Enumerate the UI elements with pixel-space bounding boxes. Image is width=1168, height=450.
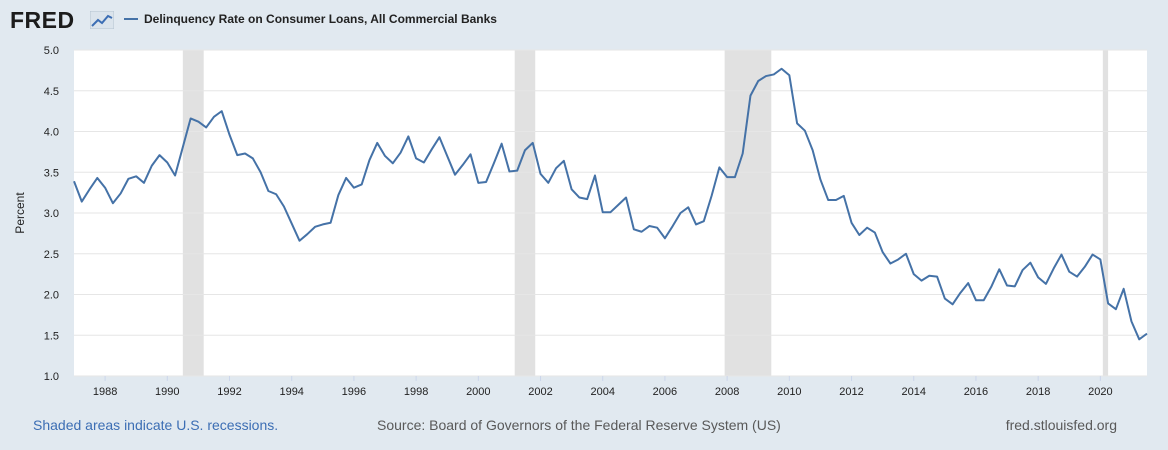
y-tick-label: 1.5: [44, 330, 59, 342]
x-tick-label: 2004: [590, 386, 614, 398]
x-tick-label: 2014: [901, 386, 925, 398]
x-tick-label: 2008: [715, 386, 739, 398]
source-text: Source: Board of Governors of the Federa…: [377, 417, 781, 433]
x-tick-label: 2002: [528, 386, 552, 398]
fred-logo[interactable]: FRED: [10, 7, 75, 33]
x-axis-ticks: 1988 1990 1992 1994 1996 1998 2000 2002 2004 2006…: [93, 376, 1113, 398]
y-axis-label: Percent: [13, 192, 27, 234]
legend-line-swatch: [124, 18, 138, 20]
x-tick-label: 1988: [93, 386, 117, 398]
x-tick-label: 2000: [466, 386, 490, 398]
x-tick-label: 1998: [404, 386, 428, 398]
fred-logo-chart-icon: [90, 11, 114, 29]
y-tick-label: 2.0: [44, 290, 59, 302]
legend-series-label: Delinquency Rate on Consumer Loans, All …: [144, 12, 497, 26]
series-line[interactable]: [73, 67, 1148, 341]
x-tick-label: 1990: [155, 386, 179, 398]
y-tick-label: 3.0: [44, 208, 59, 220]
y-tick-label: 4.0: [44, 127, 59, 139]
chart-header: FRED Delinquency Rate on Consumer Loans,…: [0, 0, 1168, 44]
x-tick-label: 1996: [342, 386, 366, 398]
x-tick-label: 2020: [1088, 386, 1112, 398]
x-tick-label: 2012: [839, 386, 863, 398]
recession-note-link[interactable]: Shaded areas indicate U.S. recessions.: [33, 417, 279, 433]
x-tick-label: 2016: [964, 386, 988, 398]
y-tick-label: 2.5: [44, 249, 59, 261]
y-tick-label: 1.0: [44, 371, 59, 383]
site-link[interactable]: fred.stlouisfed.org: [1005, 417, 1117, 433]
x-tick-label: 2006: [653, 386, 677, 398]
y-tick-label: 4.5: [44, 86, 59, 98]
x-tick-label: 1992: [217, 386, 241, 398]
x-tick-label: 2010: [777, 386, 801, 398]
y-tick-label: 3.5: [44, 167, 59, 179]
legend: Delinquency Rate on Consumer Loans, All …: [124, 12, 497, 26]
y-axis-ticks: 1.0 1.5 2.0 2.5 3.0 3.5 4.0 4.5 5.0: [44, 45, 59, 383]
line-chart: 1.0 1.5 2.0 2.5 3.0 3.5 4.0 4.5 5.0 1988 1990 1992…: [13, 45, 1148, 398]
y-tick-label: 5.0: [44, 45, 59, 57]
x-tick-label: 1994: [279, 386, 303, 398]
x-tick-label: 2018: [1026, 386, 1050, 398]
